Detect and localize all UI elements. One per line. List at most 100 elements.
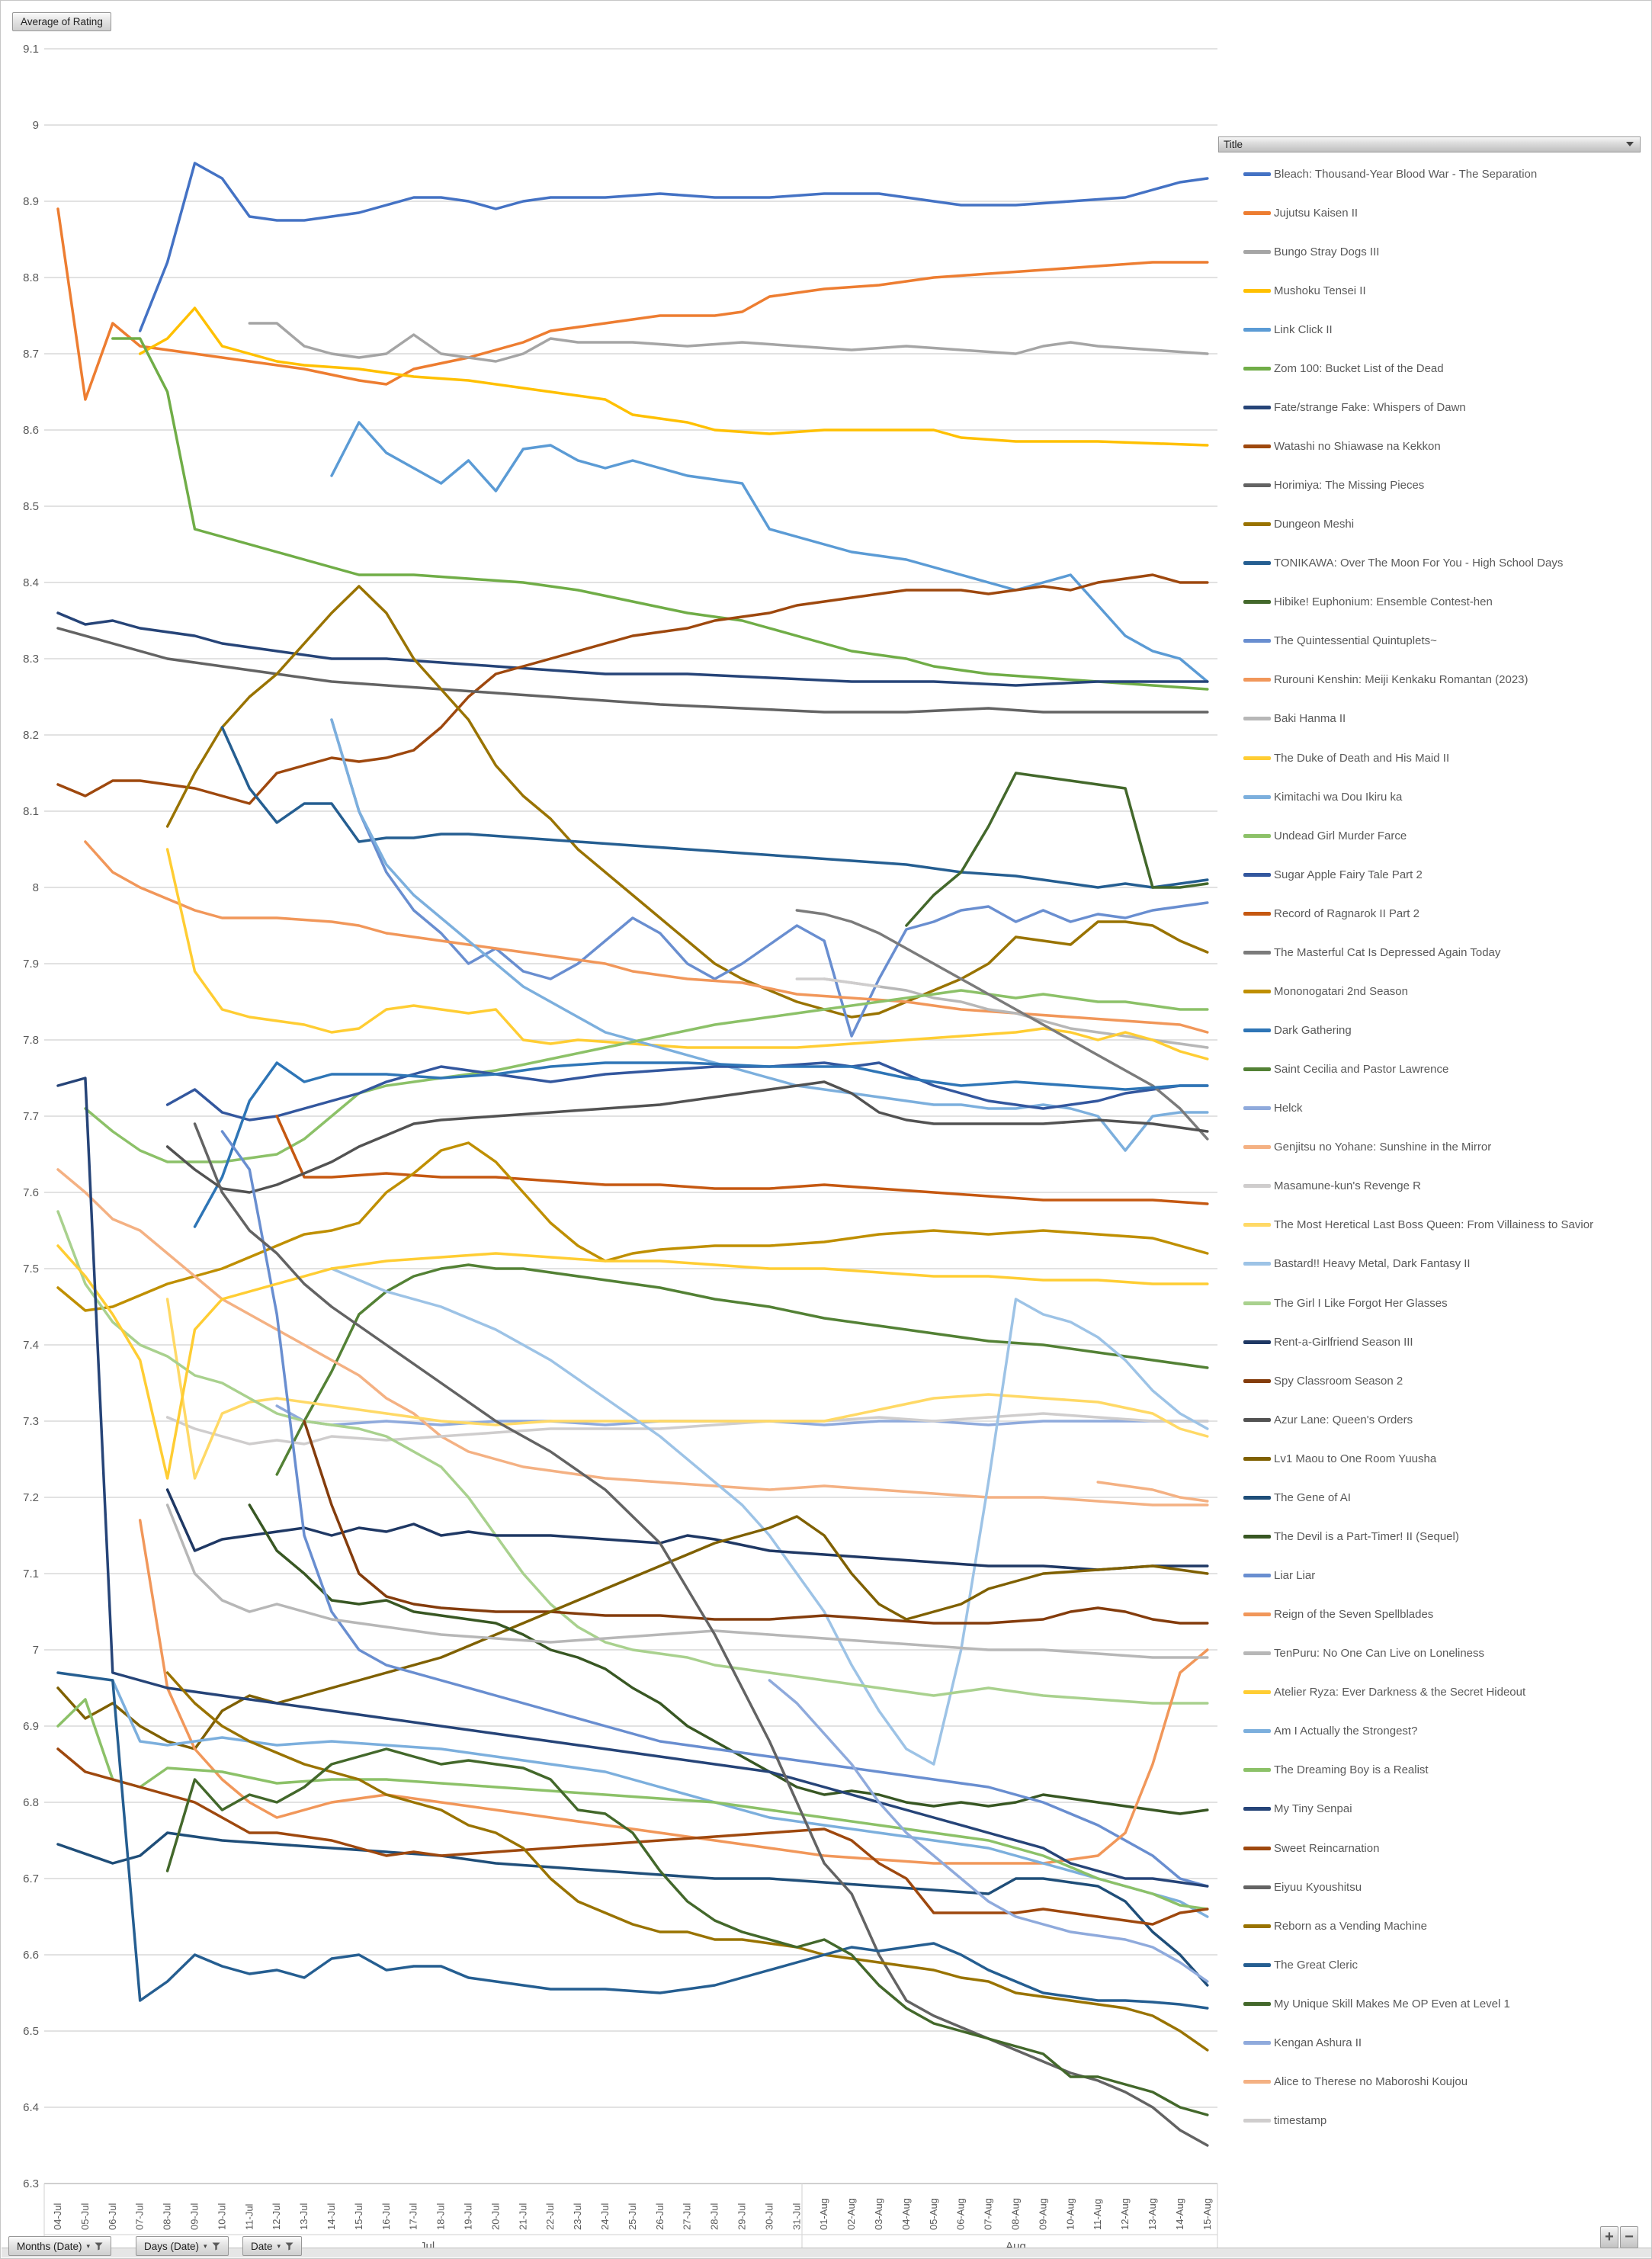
value-field-button[interactable]: Average of Rating — [12, 12, 111, 31]
x-axis-date-label: 26-Jul — [654, 2203, 666, 2230]
x-axis-date-label: 14-Jul — [326, 2203, 337, 2230]
legend-item: Bleach: Thousand-Year Blood War - The Se… — [1218, 166, 1645, 181]
months-filter-label: Months (Date) — [17, 2240, 82, 2252]
legend-item: Azur Lane: Queen's Orders — [1218, 1412, 1645, 1427]
y-axis-label: 8 — [33, 881, 39, 894]
months-date-filter-button[interactable]: Months (Date) ▾ — [8, 2236, 112, 2256]
x-axis-date-label: 24-Jul — [599, 2203, 611, 2230]
x-axis-date-label: 18-Jul — [435, 2203, 447, 2230]
legend-series-label: Horimiya: The Missing Pieces — [1274, 479, 1425, 493]
legend-series-label: My Tiny Senpai — [1274, 1802, 1352, 1816]
legend-series-label: Liar Liar — [1274, 1569, 1316, 1583]
y-axis-label: 7.9 — [23, 958, 39, 971]
zoom-in-button[interactable]: + — [1600, 2226, 1618, 2248]
legend-item: Am I Actually the Strongest? — [1218, 1724, 1645, 1739]
series-line — [330, 718, 1209, 1038]
series-line — [56, 1515, 1209, 1750]
days-filter-label: Days (Date) — [144, 2240, 200, 2252]
legend-item: Alice to Therese no Maboroshi Koujou — [1218, 2074, 1645, 2089]
legend-item: Atelier Ryza: Ever Darkness & the Secret… — [1218, 1685, 1645, 1700]
legend-line-marker — [1243, 1651, 1271, 1656]
legend-item: Mushoku Tensei II — [1218, 283, 1645, 298]
y-axis-label: 6.6 — [23, 1949, 39, 1962]
series-line — [56, 207, 1209, 401]
y-axis-label: 6.9 — [23, 1720, 39, 1733]
y-axis-label: 9.1 — [23, 43, 39, 56]
legend-item: Mononogatari 2nd Season — [1218, 983, 1645, 999]
horizontal-scrollbar-strip[interactable] — [2, 2248, 1651, 2257]
legend-item: Lv1 Maou to One Room Yuusha — [1218, 1451, 1645, 1466]
legend-item: Liar Liar — [1218, 1568, 1645, 1584]
legend-item: Rent-a-Girlfriend Season III — [1218, 1334, 1645, 1349]
legend-series-label: Bleach: Thousand-Year Blood War - The Se… — [1274, 167, 1538, 181]
legend-item: Reign of the Seven Spellblades — [1218, 1607, 1645, 1622]
legend-series-label: Bastard!! Heavy Metal, Dark Fantasy II — [1274, 1257, 1471, 1271]
legend-series-label: Dark Gathering — [1274, 1024, 1352, 1038]
legend-line-marker — [1243, 2119, 1271, 2123]
x-axis-date-label: 28-Jul — [709, 2203, 720, 2230]
legend-item: The Dreaming Boy is a Realist — [1218, 1763, 1645, 1778]
legend-line-marker — [1243, 1106, 1271, 1111]
legend-item: The Duke of Death and His Maid II — [1218, 750, 1645, 765]
days-date-filter-button[interactable]: Days (Date) ▾ — [136, 2236, 229, 2256]
x-axis-date-label: 14-Aug — [1174, 2198, 1185, 2230]
plus-icon: + — [1605, 2229, 1614, 2245]
series-line — [768, 1679, 1209, 1983]
series-line — [165, 1488, 1209, 1571]
legend-line-marker — [1243, 1574, 1271, 1578]
legend-item: Dark Gathering — [1218, 1023, 1645, 1038]
legend-line-marker — [1243, 1340, 1271, 1344]
x-axis-date-label: 25-Jul — [627, 2203, 638, 2230]
legend-series-label: Bungo Stray Dogs III — [1274, 245, 1380, 258]
legend-line-marker — [1243, 600, 1271, 605]
x-axis-date-label: 11-Jul — [243, 2203, 255, 2230]
legend-line-marker — [1243, 950, 1271, 955]
legend-item: Masamune-kun's Revenge R — [1218, 1179, 1645, 1194]
series-line — [330, 1267, 1209, 1766]
x-axis-date-label: 13-Aug — [1147, 2198, 1158, 2230]
x-axis-date-label: 09-Aug — [1037, 2198, 1048, 2230]
zoom-out-button[interactable]: − — [1620, 2226, 1638, 2248]
legend-series-label: Link Click II — [1274, 322, 1333, 336]
x-axis-date-label: 23-Jul — [572, 2203, 583, 2230]
series-line — [165, 1061, 1209, 1121]
date-filter-label: Date — [251, 2240, 273, 2252]
legend-series-label: The Devil is a Part-Timer! II (Sequel) — [1274, 1529, 1459, 1543]
series-line — [165, 1080, 1209, 1194]
series-line — [165, 1747, 1209, 2116]
series-line — [795, 977, 881, 988]
series-line — [795, 909, 1209, 1141]
series-line — [56, 1671, 1209, 2010]
y-axis-label: 6.7 — [23, 1872, 39, 1885]
legend-field-dropdown[interactable]: Title — [1218, 136, 1641, 152]
series-line — [56, 1747, 1209, 1926]
legend-series-label: Kimitachi wa Dou Ikiru ka — [1274, 790, 1403, 804]
date-filter-button[interactable]: Date ▾ — [242, 2236, 303, 2256]
x-axis-date-label: 05-Aug — [928, 2198, 939, 2230]
x-axis-date-label: 13-Jul — [298, 2203, 310, 2230]
legend-line-marker — [1243, 1962, 1271, 1967]
legend-item: Record of Ragnarok II Part 2 — [1218, 906, 1645, 921]
legend-series-label: timestamp — [1274, 2114, 1327, 2127]
legend-line-marker — [1243, 1534, 1271, 1539]
x-axis-date-label: 08-Jul — [162, 2203, 173, 2230]
legend-item: Watashi no Shiawase na Kekkon — [1218, 438, 1645, 454]
y-axis-label: 8.5 — [23, 500, 39, 513]
legend-line-marker — [1243, 1301, 1271, 1305]
legend-series-label: The Girl I Like Forgot Her Glasses — [1274, 1296, 1448, 1310]
filter-funnel-icon — [285, 2242, 294, 2250]
legend-item: Rurouni Kenshin: Meiji Kenkaku Romantan … — [1218, 672, 1645, 688]
legend-item: Helck — [1218, 1101, 1645, 1116]
series-line — [165, 848, 1209, 1061]
series-line — [56, 1210, 1209, 1705]
legend-series-label: The Masterful Cat Is Depressed Again Tod… — [1274, 945, 1501, 959]
legend-line-marker — [1243, 1495, 1271, 1500]
series-line — [56, 627, 1209, 714]
series-line — [330, 421, 1209, 683]
legend-item: The Devil is a Part-Timer! II (Sequel) — [1218, 1529, 1645, 1544]
chart-legend: Title Bleach: Thousand-Year Blood War - … — [1218, 136, 1651, 2149]
legend-series-label: The Dreaming Boy is a Realist — [1274, 1763, 1429, 1777]
legend-series-label: Reborn as a Vending Machine — [1274, 1919, 1427, 1933]
legend-series-label: Kengan Ashura II — [1274, 2036, 1362, 2049]
legend-item: My Unique Skill Makes Me OP Even at Leve… — [1218, 1996, 1645, 2011]
